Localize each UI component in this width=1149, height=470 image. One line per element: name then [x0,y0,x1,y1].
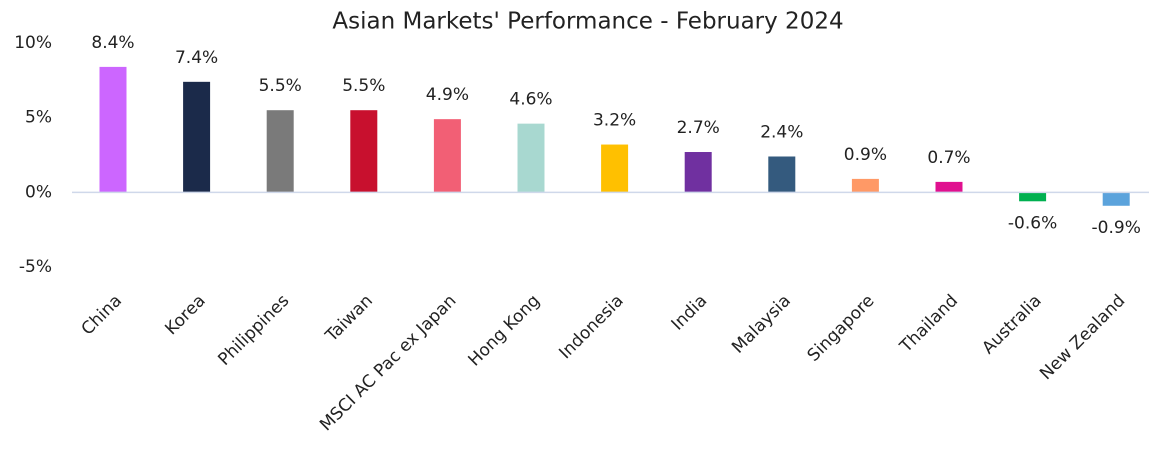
data-label: 8.4% [91,33,134,53]
data-label: 2.4% [760,122,803,142]
data-label: 2.7% [677,118,720,138]
bar [433,119,461,193]
y-tick-label: -5% [19,257,52,277]
x-tick-label: Thailand [896,291,962,357]
chart-title: Asian Markets' Performance - February 20… [332,9,843,35]
data-label: -0.6% [1008,213,1057,233]
bar [266,110,294,193]
x-tick-label: Indonesia [555,291,627,363]
data-label: -0.9% [1092,218,1141,238]
x-tick-label: Hong Kong [465,291,544,370]
x-tick-label: MSCI AC Pac ex Japan [316,291,460,435]
x-tick-label: China [78,291,126,339]
bar [1019,192,1047,202]
x-tick-label: New Zealand [1036,291,1129,384]
bar [768,156,796,193]
data-label: 0.7% [927,148,970,168]
x-tick-label: India [668,291,712,335]
bar [99,66,127,193]
bar [684,152,712,193]
data-label: 3.2% [593,111,636,131]
data-label: 5.5% [342,76,385,96]
x-tick-label: Singapore [804,291,879,366]
y-tick-label: 5% [25,108,52,128]
bar [1102,192,1130,206]
data-label: 5.5% [259,76,302,96]
y-tick-label: 10% [14,33,52,53]
x-tick-label: Australia [978,291,1045,358]
data-label: 4.9% [426,85,469,105]
x-tick-label: Malaysia [728,291,795,358]
x-tick-label: Philippines [214,291,293,370]
x-tick-label: Korea [161,291,209,339]
bar [350,110,378,193]
data-label: 7.4% [175,48,218,68]
bar [601,144,629,193]
bar [935,181,963,193]
x-tick-label: Taiwan [321,291,377,347]
bar [851,178,879,193]
bar [183,81,211,193]
bar [517,123,545,193]
data-label: 0.9% [844,145,887,165]
data-label: 4.6% [509,90,552,110]
y-tick-label: 0% [25,182,52,202]
